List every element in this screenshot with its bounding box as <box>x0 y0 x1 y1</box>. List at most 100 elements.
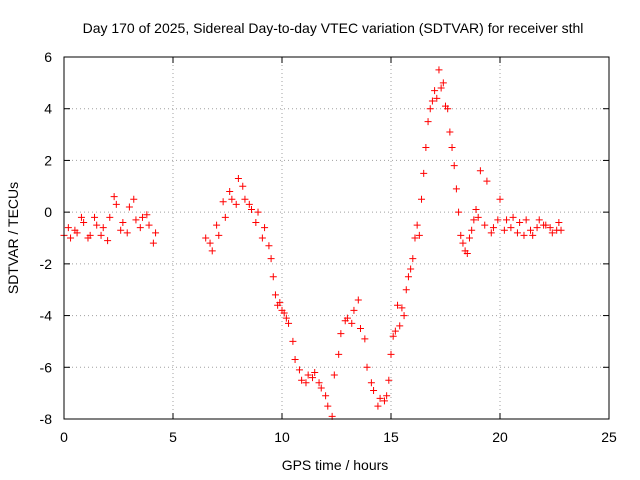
data-point <box>215 231 223 239</box>
data-point <box>422 144 430 151</box>
data-point <box>404 273 412 281</box>
data-point <box>330 371 338 379</box>
data-point <box>110 193 118 201</box>
data-point <box>258 234 266 242</box>
data-point <box>394 301 402 309</box>
x-tick-label: 5 <box>169 429 177 445</box>
data-point <box>474 213 482 221</box>
series-trace-a <box>60 66 565 410</box>
data-point <box>367 379 375 387</box>
data-point <box>424 118 432 126</box>
axis-ticks: 0 5 10 15 20 25 -8 -6 -4 -2 0 2 4 6 <box>40 49 617 445</box>
data-point <box>77 213 85 221</box>
data-point <box>439 79 447 87</box>
data-point <box>302 379 310 387</box>
data-point <box>533 224 541 232</box>
data-point <box>274 301 282 309</box>
data-point <box>117 226 125 234</box>
data-point <box>391 327 399 335</box>
data-point <box>396 322 404 330</box>
data-point <box>426 105 434 113</box>
data-point <box>457 231 465 239</box>
data-point <box>452 185 460 193</box>
data-point <box>468 226 476 234</box>
data-point <box>535 216 543 224</box>
data-point <box>376 394 384 402</box>
data-point <box>84 234 92 242</box>
data-point <box>555 218 563 226</box>
data-point <box>516 218 524 226</box>
y-tick-label: 0 <box>44 204 52 220</box>
y-tick-label: -8 <box>40 411 53 427</box>
data-point <box>433 94 441 102</box>
data-point <box>361 335 369 343</box>
data-point <box>415 231 423 239</box>
chart-title: Day 170 of 2025, Sidereal Day-to-day VTE… <box>83 20 584 36</box>
data-point <box>428 97 436 105</box>
data-point <box>138 213 146 221</box>
y-tick-label: 6 <box>44 49 52 65</box>
data-point <box>104 237 112 245</box>
data-point <box>496 195 504 203</box>
data-point <box>413 221 421 229</box>
data-point <box>459 239 467 247</box>
data-point <box>348 319 356 327</box>
data-point <box>123 229 131 237</box>
data-point <box>402 286 410 294</box>
data-point <box>476 167 484 175</box>
data-point <box>387 350 395 358</box>
data-point <box>298 376 306 384</box>
data-point <box>143 211 151 219</box>
data-point <box>228 195 236 203</box>
data-point <box>494 216 502 224</box>
data-point <box>64 224 72 232</box>
data-point <box>548 229 556 237</box>
data-point <box>254 208 262 216</box>
data-point <box>470 216 478 224</box>
data-point <box>91 213 99 221</box>
data-point <box>271 291 279 299</box>
data-point <box>208 247 216 255</box>
data-point <box>465 234 473 242</box>
data-point <box>442 102 449 110</box>
y-tick-label: -2 <box>40 256 53 272</box>
data-point <box>99 224 107 232</box>
data-point <box>106 213 114 221</box>
grid-lines <box>64 57 609 419</box>
data-point <box>542 221 550 229</box>
data-point <box>380 397 388 405</box>
data-point <box>234 175 242 183</box>
data-point <box>291 356 299 364</box>
data-point <box>213 221 221 229</box>
data-point <box>324 402 332 410</box>
data-point <box>354 296 362 304</box>
data-point <box>232 200 240 208</box>
data-point <box>500 226 508 234</box>
data-point <box>278 306 286 314</box>
series-trace-b <box>64 84 563 420</box>
data-point <box>455 208 463 216</box>
x-axis-label: GPS time / hours <box>282 457 389 473</box>
y-tick-label: 4 <box>44 101 52 117</box>
data-point <box>285 319 293 327</box>
data-point <box>247 206 255 214</box>
data-point <box>483 177 491 185</box>
x-tick-label: 25 <box>601 429 617 445</box>
data-point <box>97 231 105 239</box>
data-point <box>269 273 277 281</box>
data-point <box>356 325 364 332</box>
data-point <box>418 195 426 203</box>
data-point <box>489 224 497 232</box>
data-point <box>546 224 554 232</box>
data-point <box>407 265 415 273</box>
data-point <box>435 66 443 74</box>
plot-frame <box>63 56 610 420</box>
data-point <box>282 314 290 322</box>
data-point <box>557 226 565 234</box>
data-point <box>145 221 153 229</box>
data-point <box>363 363 371 371</box>
data-point <box>385 376 393 384</box>
data-point <box>503 216 511 224</box>
data-point <box>487 229 495 237</box>
